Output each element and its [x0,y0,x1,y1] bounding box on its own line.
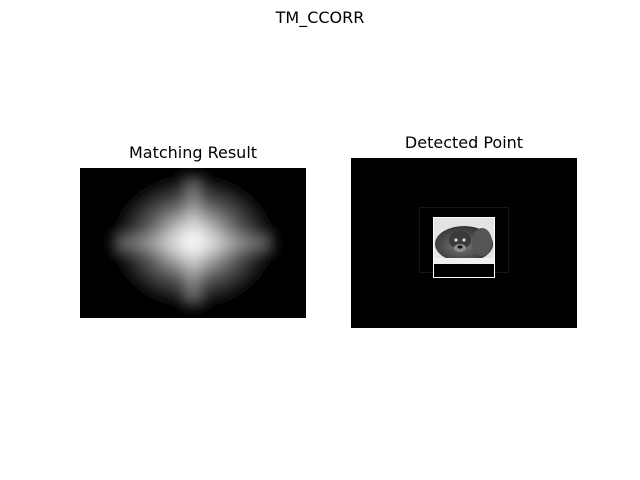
match-rectangle [433,217,495,278]
matching-result-image [80,168,306,318]
figure-title: TM_CCORR [275,8,365,27]
image-bottom-strip [434,264,494,277]
detected-point-title: Detected Point [404,133,524,152]
matching-heatmap [80,168,306,318]
detected-point-image [351,158,577,328]
matching-result-title: Matching Result [128,143,258,162]
dog-photo-icon [434,218,494,264]
